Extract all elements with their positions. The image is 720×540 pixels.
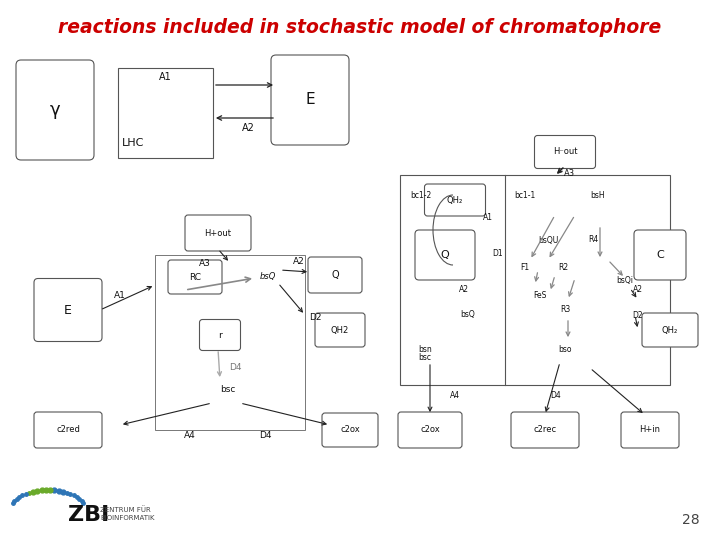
Text: C: C [656, 250, 664, 260]
Text: γ: γ [50, 101, 60, 119]
Text: bc1-2: bc1-2 [410, 191, 431, 199]
Text: A3: A3 [199, 259, 211, 267]
FancyBboxPatch shape [511, 412, 579, 448]
Text: A3: A3 [564, 168, 575, 178]
Text: bsc: bsc [220, 386, 235, 395]
Text: D2: D2 [309, 314, 321, 322]
Text: H+in: H+in [639, 426, 660, 435]
Text: Q: Q [331, 270, 339, 280]
Text: RC: RC [189, 273, 201, 281]
FancyBboxPatch shape [308, 257, 362, 293]
FancyBboxPatch shape [634, 230, 686, 280]
Text: bsQU: bsQU [538, 235, 558, 245]
Text: A2: A2 [242, 123, 254, 133]
Text: A4: A4 [184, 430, 196, 440]
Text: R4: R4 [588, 235, 598, 245]
FancyBboxPatch shape [398, 412, 462, 448]
Text: r: r [218, 330, 222, 340]
Text: A1: A1 [114, 292, 126, 300]
Text: F1: F1 [521, 264, 530, 273]
Text: H+out: H+out [204, 228, 232, 238]
Text: bsQ: bsQ [260, 273, 276, 281]
Text: bso: bso [558, 346, 572, 354]
FancyBboxPatch shape [16, 60, 94, 160]
FancyBboxPatch shape [425, 184, 485, 216]
Text: A1: A1 [158, 72, 171, 82]
Text: QH₂: QH₂ [447, 195, 463, 205]
Text: ZENTRUM FÜR: ZENTRUM FÜR [100, 507, 150, 514]
Bar [118, 68, 213, 158]
FancyBboxPatch shape [534, 136, 595, 168]
Text: D4: D4 [258, 430, 271, 440]
Text: A2: A2 [633, 286, 643, 294]
Text: D4: D4 [551, 390, 562, 400]
Text: FeS: FeS [534, 291, 546, 300]
Text: bsn: bsn [418, 346, 432, 354]
FancyBboxPatch shape [315, 313, 365, 347]
Text: c2red: c2red [56, 426, 80, 435]
Text: BIOINFORMATIK: BIOINFORMATIK [100, 515, 155, 521]
FancyBboxPatch shape [34, 412, 102, 448]
Text: H⁻out: H⁻out [553, 147, 577, 157]
Text: E: E [305, 92, 315, 107]
Text: A1: A1 [483, 213, 493, 222]
FancyBboxPatch shape [199, 320, 240, 350]
Bar [155, 255, 305, 430]
Text: D1: D1 [492, 248, 503, 258]
Text: Q: Q [441, 250, 449, 260]
Text: E: E [64, 303, 72, 316]
FancyBboxPatch shape [271, 55, 349, 145]
Text: ZBI: ZBI [68, 505, 109, 525]
Text: A4: A4 [450, 390, 460, 400]
FancyBboxPatch shape [34, 279, 102, 341]
Text: bsc: bsc [418, 354, 431, 362]
Text: bc1-1: bc1-1 [514, 191, 536, 199]
Text: bsQi: bsQi [616, 275, 634, 285]
Text: reactions included in stochastic model of chromatophore: reactions included in stochastic model o… [58, 18, 662, 37]
Text: bsH: bsH [590, 191, 606, 199]
FancyBboxPatch shape [168, 260, 222, 294]
FancyBboxPatch shape [322, 413, 378, 447]
Text: c2ox: c2ox [340, 426, 360, 435]
Text: LHC: LHC [122, 138, 145, 148]
Text: A2: A2 [459, 286, 469, 294]
Text: QH2: QH2 [331, 326, 349, 334]
Text: c2rec: c2rec [534, 426, 557, 435]
Text: A2: A2 [293, 258, 305, 267]
FancyBboxPatch shape [642, 313, 698, 347]
Text: c2ox: c2ox [420, 426, 440, 435]
Bar [400, 175, 670, 385]
Text: bsQ: bsQ [461, 310, 475, 320]
Text: D2: D2 [633, 310, 643, 320]
FancyBboxPatch shape [621, 412, 679, 448]
Text: QH₂: QH₂ [662, 326, 678, 334]
Text: D4: D4 [229, 363, 241, 373]
Text: 28: 28 [683, 513, 700, 527]
FancyBboxPatch shape [185, 215, 251, 251]
FancyBboxPatch shape [415, 230, 475, 280]
Text: R3: R3 [560, 306, 570, 314]
Text: R2: R2 [558, 264, 568, 273]
